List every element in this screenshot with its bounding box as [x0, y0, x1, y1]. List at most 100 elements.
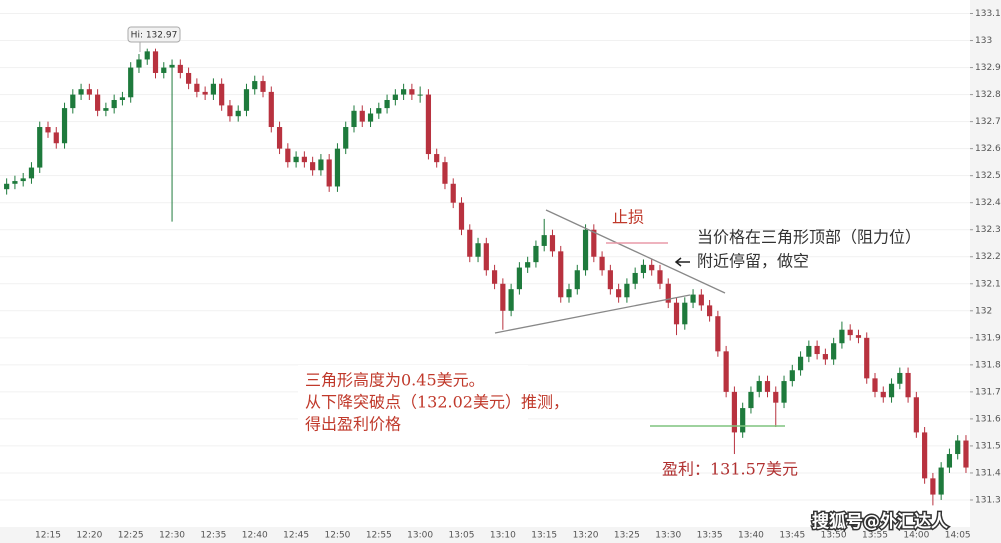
candle-body — [384, 99, 390, 109]
triangle-top-line — [545, 209, 726, 294]
candle-body — [516, 267, 522, 290]
target-note: 从下降突破点（132.02美元）推测， — [305, 393, 569, 412]
candle-body — [599, 256, 605, 271]
candle-body — [541, 235, 547, 246]
candle-body — [409, 89, 415, 95]
candle-body — [326, 159, 332, 187]
candle-body — [690, 294, 696, 303]
candle-body — [491, 270, 498, 284]
candle-body — [591, 229, 597, 257]
x-tick-label: 13:10 — [490, 531, 516, 541]
candle-body — [930, 478, 936, 495]
x-tick-label: 13:50 — [821, 531, 847, 541]
candle-body — [128, 67, 134, 98]
candle-body — [582, 229, 589, 271]
candle-body — [343, 127, 349, 149]
y-tick-label: 132 — [975, 306, 992, 316]
candle-body — [276, 127, 283, 149]
candle-body — [450, 183, 456, 203]
candle-body — [707, 305, 713, 317]
candle-body — [367, 113, 374, 122]
candle-body — [831, 343, 837, 360]
candle-body — [624, 283, 630, 298]
candle-body — [119, 97, 126, 100]
y-tick-label: 131.5 — [975, 441, 1001, 451]
candle-body — [682, 302, 688, 325]
candle-body — [789, 370, 795, 382]
candle-body — [219, 83, 225, 106]
candle-body — [144, 51, 150, 60]
candle-body — [922, 432, 928, 479]
x-tick-label: 13:15 — [531, 531, 557, 541]
candle-body — [855, 335, 862, 338]
candle-body — [161, 67, 167, 73]
note-box — [298, 365, 528, 437]
x-tick-label: 13:40 — [738, 531, 764, 541]
candle-body — [905, 372, 911, 398]
candle-body — [814, 345, 820, 355]
candle-body — [37, 127, 43, 168]
candle-body — [955, 440, 961, 455]
candle-body — [897, 372, 903, 384]
candle-body — [103, 108, 109, 111]
candle-body — [86, 89, 92, 95]
hi-label: Hi: 132.97 — [131, 31, 178, 41]
candle-body — [78, 89, 84, 95]
candle-body — [70, 94, 76, 109]
candle-body — [28, 167, 35, 179]
x-tick-label: 12:20 — [76, 531, 102, 541]
candle-body — [864, 337, 870, 379]
x-tick-label: 14:00 — [903, 531, 929, 541]
watermark: 搜狐号@外汇达人 — [812, 511, 949, 532]
y-tick-label: 131.3 — [975, 495, 1001, 505]
candle-body — [632, 272, 638, 284]
candle-body — [458, 202, 465, 230]
candle-body — [731, 391, 738, 433]
candle-body — [243, 89, 250, 111]
candle-body — [392, 94, 398, 100]
arrow — [674, 257, 690, 267]
candle-body — [566, 289, 572, 298]
candle-body — [549, 235, 556, 252]
x-tick-label: 13:25 — [614, 531, 640, 541]
candle-body — [756, 381, 762, 392]
candle-body — [401, 89, 407, 95]
x-tick-label: 13:35 — [697, 531, 723, 541]
candle-body — [45, 127, 51, 133]
candle-body — [53, 132, 59, 144]
candle-body — [4, 183, 10, 190]
candle-body — [888, 383, 895, 398]
candle-body — [152, 51, 159, 73]
candle-body — [872, 378, 878, 392]
candle-body — [20, 178, 26, 182]
y-tick-label: 131.7 — [975, 387, 1001, 397]
candle-body — [252, 81, 258, 90]
profit-label: 盈利：131.57美元 — [662, 460, 798, 479]
y-tick-label: 133.1 — [975, 9, 1001, 19]
y-tick-label: 132.6 — [975, 144, 1001, 154]
candle-body — [616, 289, 622, 298]
candle-body — [946, 454, 953, 468]
y-tick-label: 132.2 — [975, 252, 1001, 262]
candle-body — [425, 94, 432, 155]
hi-label-box — [127, 26, 181, 43]
x-tick-label: 13:20 — [573, 531, 599, 541]
candle-body — [748, 391, 754, 409]
x-tick-label: 12:30 — [159, 531, 185, 541]
candle-body — [913, 397, 919, 433]
candle-body — [293, 156, 299, 163]
x-tick-label: 12:25 — [118, 531, 144, 541]
candle-body — [806, 345, 812, 357]
candle-body — [194, 83, 200, 92]
candle-body — [310, 162, 316, 171]
candle-body — [359, 110, 365, 122]
stop-loss-label: 止损 — [612, 208, 644, 227]
candle-body — [61, 108, 68, 144]
candle-body — [376, 108, 382, 114]
candle-body — [649, 264, 655, 271]
y-tick-label: 132.4 — [975, 198, 1001, 208]
candle-body — [698, 294, 704, 306]
candle-body — [963, 440, 969, 468]
x-tick-label: 12:45 — [283, 531, 309, 541]
